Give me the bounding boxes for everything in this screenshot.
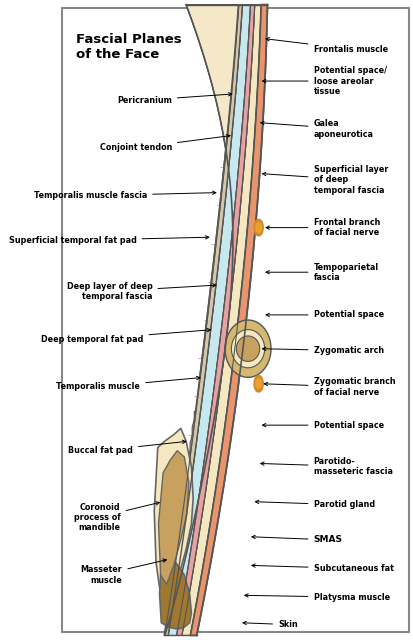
Text: Frontal branch
of facial nerve: Frontal branch of facial nerve — [266, 218, 379, 237]
Polygon shape — [167, 412, 212, 601]
Text: Parotido-
masseteric fascia: Parotido- masseteric fascia — [260, 457, 392, 476]
Polygon shape — [168, 4, 250, 636]
Text: Fascial Planes
of the Face: Fascial Planes of the Face — [76, 33, 182, 61]
Polygon shape — [181, 4, 261, 636]
Text: Subcutaneous fat: Subcutaneous fat — [251, 564, 392, 573]
Text: Potential space/
loose areolar
tissue: Potential space/ loose areolar tissue — [262, 66, 386, 96]
Polygon shape — [176, 4, 254, 636]
Text: Temporalis muscle fascia: Temporalis muscle fascia — [34, 191, 215, 200]
Text: Frontalis muscle: Frontalis muscle — [266, 38, 387, 54]
Text: Deep temporal fat pad: Deep temporal fat pad — [41, 328, 210, 344]
Text: Zygomatic arch: Zygomatic arch — [262, 346, 383, 355]
Polygon shape — [158, 451, 188, 584]
Text: Masseter
muscle: Masseter muscle — [81, 559, 166, 584]
Text: Skin: Skin — [242, 620, 297, 629]
Circle shape — [254, 376, 263, 392]
Text: Conjoint tendon: Conjoint tendon — [99, 134, 230, 152]
Text: Platysma muscle: Platysma muscle — [244, 593, 389, 602]
Text: Deep layer of deep
temporal fascia: Deep layer of deep temporal fascia — [66, 282, 215, 301]
Polygon shape — [186, 4, 237, 376]
Text: Temporalis muscle: Temporalis muscle — [56, 376, 199, 392]
Text: Superficial temporal fat pad: Superficial temporal fat pad — [9, 236, 208, 245]
Polygon shape — [190, 4, 267, 636]
Text: Potential space: Potential space — [262, 420, 383, 429]
Text: Zygomatic branch
of facial nerve: Zygomatic branch of facial nerve — [263, 377, 394, 397]
Circle shape — [255, 379, 261, 389]
Text: Tempoparietal
fascia: Tempoparietal fascia — [266, 262, 378, 282]
Text: Superficial layer
of deep
temporal fascia: Superficial layer of deep temporal fasci… — [262, 165, 387, 195]
Polygon shape — [159, 549, 191, 629]
Text: SMAS: SMAS — [251, 535, 342, 545]
Text: Pericranium: Pericranium — [117, 93, 231, 105]
FancyBboxPatch shape — [62, 8, 408, 632]
Polygon shape — [225, 320, 271, 378]
Polygon shape — [154, 428, 193, 594]
Text: Coronoid
process of
mandible: Coronoid process of mandible — [74, 502, 159, 532]
Circle shape — [255, 223, 261, 233]
Polygon shape — [164, 4, 242, 636]
Text: Potential space: Potential space — [266, 310, 383, 319]
Text: Buccal fat pad: Buccal fat pad — [68, 440, 185, 455]
Polygon shape — [164, 4, 237, 636]
Text: Parotid gland: Parotid gland — [255, 500, 374, 509]
Text: Galea
aponeurotica: Galea aponeurotica — [260, 119, 373, 138]
Polygon shape — [231, 330, 264, 368]
Polygon shape — [236, 336, 259, 362]
Circle shape — [254, 220, 263, 236]
